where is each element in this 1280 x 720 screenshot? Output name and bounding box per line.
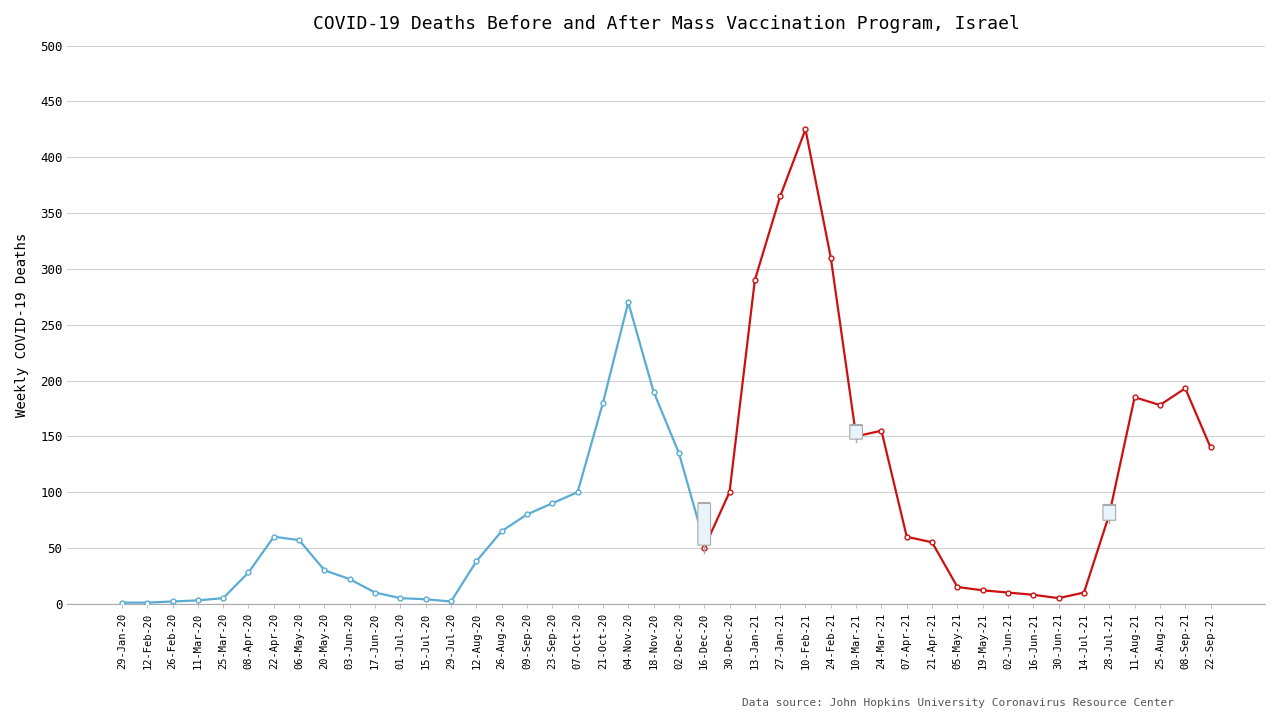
Title: COVID-19 Deaths Before and After Mass Vaccination Program, Israel: COVID-19 Deaths Before and After Mass Va… xyxy=(312,15,1020,33)
FancyBboxPatch shape xyxy=(850,425,863,439)
FancyBboxPatch shape xyxy=(1103,505,1116,521)
Text: Data source: John Hopkins University Coronavirus Resource Center: Data source: John Hopkins University Cor… xyxy=(742,698,1175,708)
Y-axis label: Weekly COVID-19 Deaths: Weekly COVID-19 Deaths xyxy=(15,233,29,417)
FancyBboxPatch shape xyxy=(698,503,710,545)
